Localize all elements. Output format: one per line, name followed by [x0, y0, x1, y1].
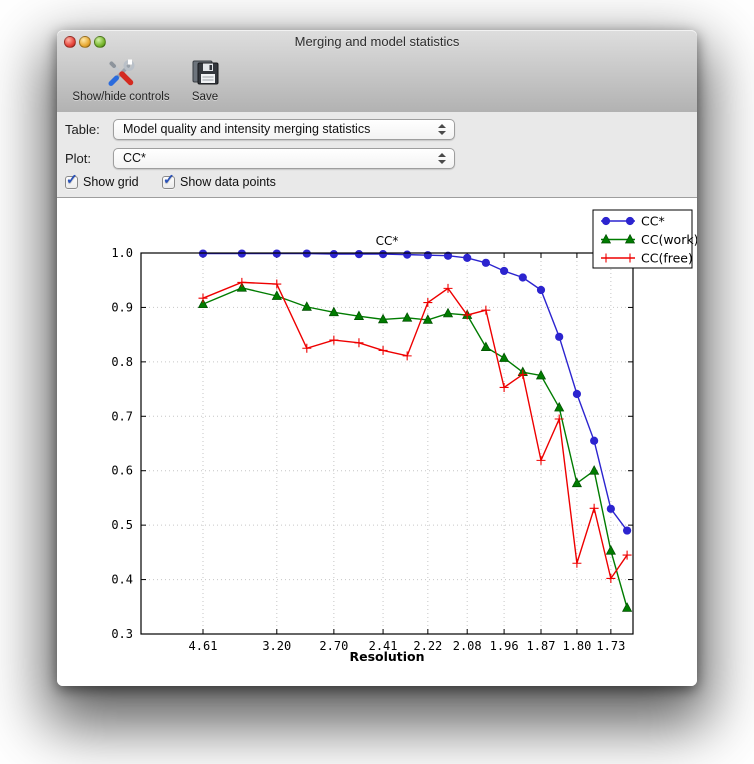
save-button[interactable]: Save — [181, 56, 229, 103]
svg-text:1.87: 1.87 — [527, 639, 556, 653]
checkbox-box — [65, 176, 78, 189]
series-cc-free- — [198, 277, 632, 583]
svg-text:0.8: 0.8 — [111, 355, 133, 369]
plot-frame — [140, 252, 634, 635]
svg-text:0.4: 0.4 — [111, 573, 133, 587]
svg-text:1.96: 1.96 — [490, 639, 519, 653]
plot-label: Plot: — [65, 151, 92, 166]
minimize-button[interactable] — [79, 36, 91, 48]
show-grid-label: Show grid — [83, 175, 139, 189]
plot-figure: 0.3 0.4 0.5 0.6 0.7 0.8 0.9 1.0 4.61 3.20 2.70 2.41… — [57, 198, 697, 686]
close-button[interactable] — [64, 36, 76, 48]
svg-text:CC(free): CC(free) — [641, 251, 693, 266]
checkbox-row: ✓ Show grid ✓ Show data points — [65, 171, 689, 193]
plot-select[interactable]: CC* — [113, 148, 455, 169]
table-label: Table: — [65, 122, 100, 137]
svg-text:0.9: 0.9 — [111, 300, 133, 314]
table-select[interactable]: Model quality and intensity merging stat… — [113, 119, 455, 140]
show-data-points-label: Show data points — [180, 175, 276, 189]
svg-text:1.0: 1.0 — [111, 246, 133, 260]
stepper-arrows-icon — [438, 152, 446, 165]
toolbar: Show/hide controls Save — [57, 53, 697, 111]
chart-legend: CC* CC(work) CC(free) — [592, 209, 697, 269]
checkmark-icon: ✓ — [163, 171, 175, 187]
checkmark-icon: ✓ — [66, 171, 78, 187]
axis-ticks — [141, 252, 633, 635]
svg-text:2.08: 2.08 — [453, 639, 482, 653]
svg-text:0.6: 0.6 — [111, 464, 133, 478]
series-cc- — [198, 249, 632, 535]
window-chrome: Merging and model statistics Show/hide c… — [57, 30, 697, 113]
svg-text:2.70: 2.70 — [319, 639, 348, 653]
toolbar-item-label: Show/hide controls — [72, 91, 170, 103]
svg-text:4.61: 4.61 — [189, 639, 218, 653]
svg-text:2.22: 2.22 — [413, 639, 442, 653]
chart-title: CC* — [376, 234, 399, 248]
chart-grid — [141, 252, 633, 635]
svg-text:3.20: 3.20 — [262, 639, 291, 653]
app-window: Merging and model statistics Show/hide c… — [57, 30, 697, 686]
svg-text:2.41: 2.41 — [369, 639, 398, 653]
controls-panel: Table: Model quality and intensity mergi… — [57, 112, 697, 198]
stepper-arrows-icon — [438, 123, 446, 136]
checkbox-box — [162, 176, 175, 189]
cc-star-chart: 0.3 0.4 0.5 0.6 0.7 0.8 0.9 1.0 4.61 3.20 2.70 2.41… — [111, 209, 697, 664]
series-cc-work- — [197, 282, 633, 612]
x-axis-label: Resolution — [349, 649, 424, 664]
tools-icon — [108, 59, 135, 86]
zoom-button[interactable] — [94, 36, 106, 48]
tick-labels: 0.3 0.4 0.5 0.6 0.7 0.8 0.9 1.0 4.61 3.20 2.70 2.41… — [111, 246, 625, 653]
table-select-value: Model quality and intensity merging stat… — [123, 122, 371, 136]
svg-text:CC*: CC* — [641, 214, 665, 229]
toolbar-item-label: Save — [191, 91, 219, 103]
svg-text:CC(work): CC(work) — [641, 232, 697, 247]
svg-text:1.80: 1.80 — [562, 639, 591, 653]
svg-text:0.3: 0.3 — [111, 627, 133, 641]
show-hide-controls-button[interactable]: Show/hide controls — [61, 56, 181, 103]
svg-text:1.73: 1.73 — [596, 639, 625, 653]
svg-text:0.7: 0.7 — [111, 409, 133, 423]
save-icon — [192, 60, 219, 85]
plot-select-value: CC* — [123, 151, 146, 165]
window-title: Merging and model statistics — [294, 34, 460, 49]
svg-text:0.5: 0.5 — [111, 518, 133, 532]
titlebar: Merging and model statistics — [57, 30, 697, 53]
